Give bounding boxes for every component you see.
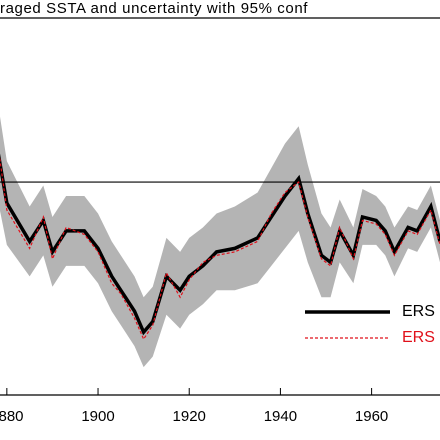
x-tick-label: 1940 (264, 408, 297, 425)
uncertainty-band (0, 116, 440, 368)
series-line (0, 155, 440, 341)
legend-label: ERS (402, 329, 435, 346)
x-tick-label: 1960 (355, 408, 388, 425)
series-line (0, 153, 440, 336)
x-tick-label: 1900 (81, 408, 114, 425)
x-tick-label: 1920 (173, 408, 206, 425)
legend-label: ERS (402, 303, 435, 320)
chart-title: raged SSTA and uncertainty with 95% conf (0, 0, 308, 17)
x-tick-label: 1880 (0, 408, 24, 425)
